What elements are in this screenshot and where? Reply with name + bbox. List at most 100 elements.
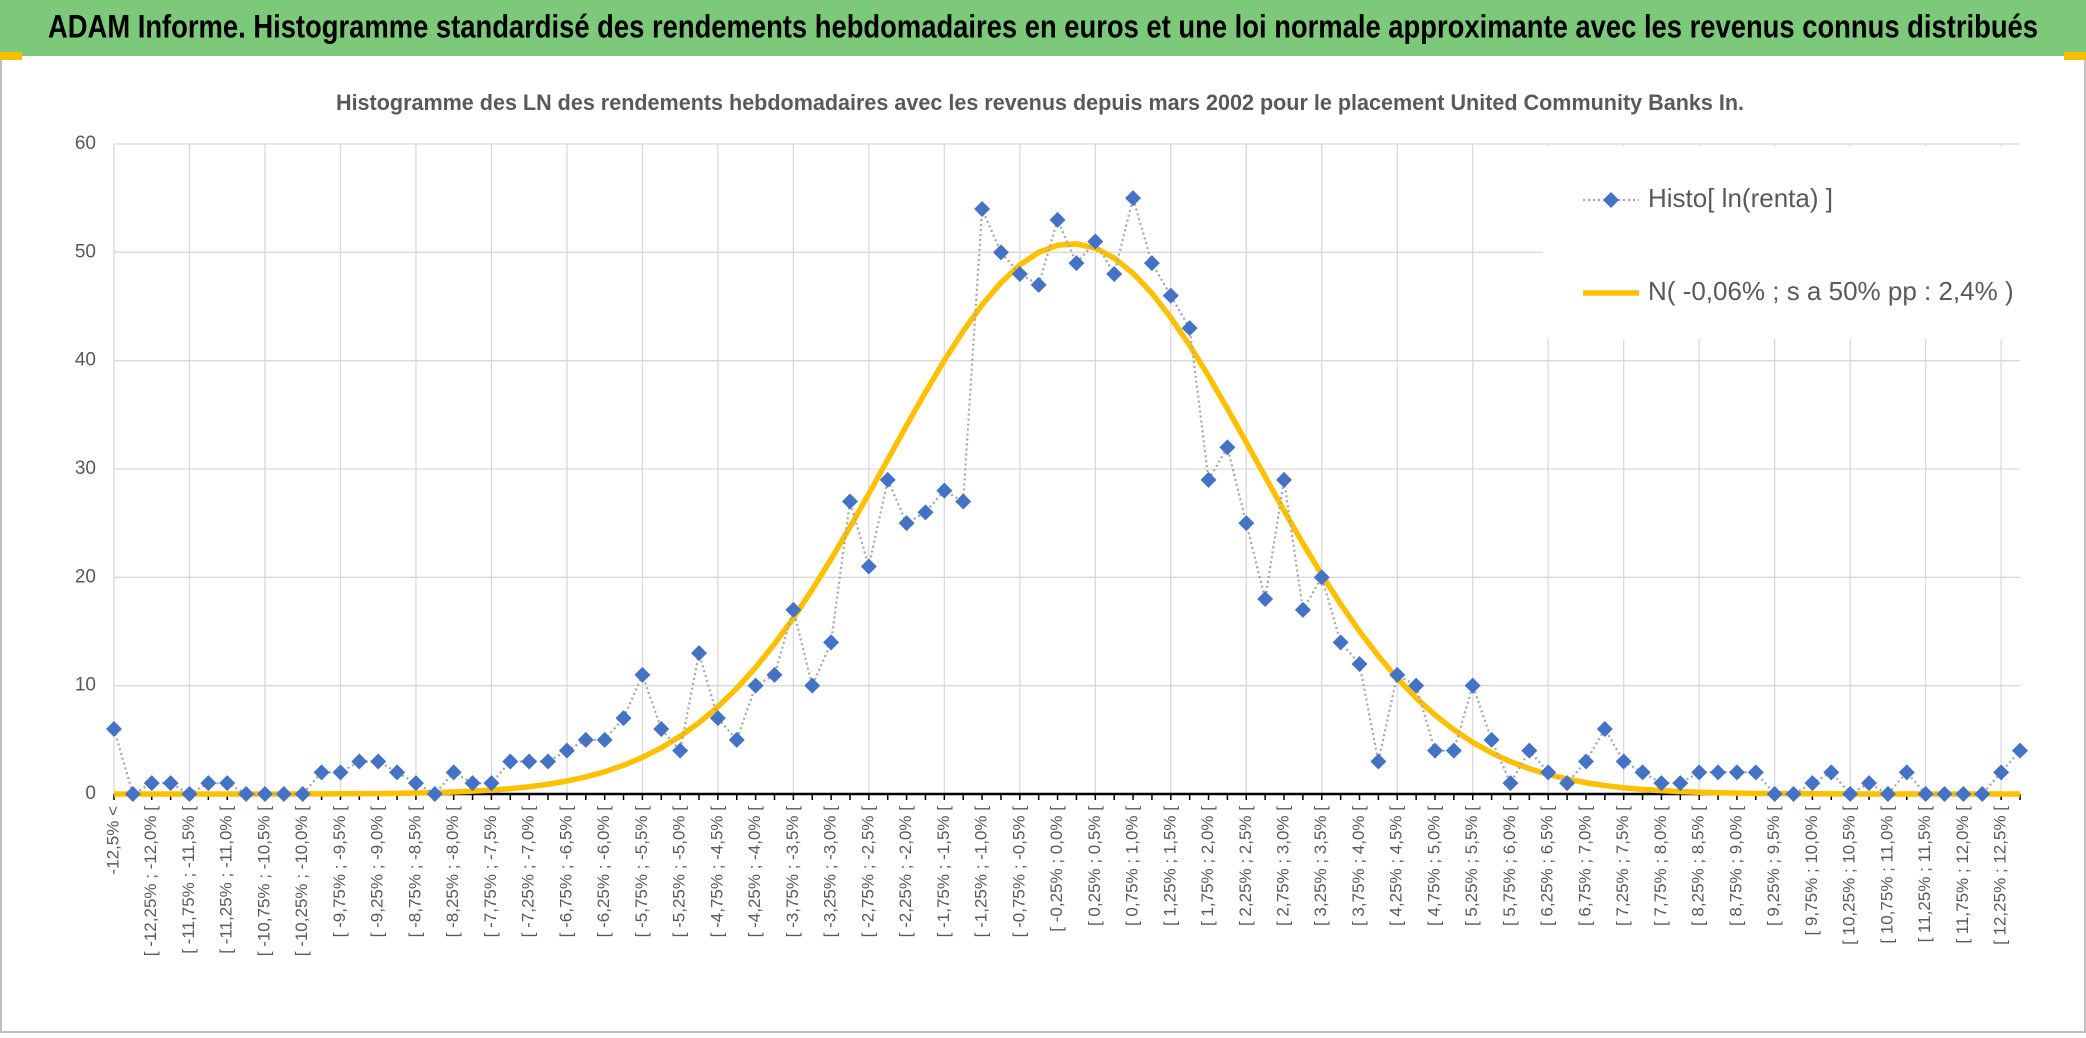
- legend-box: [1543, 146, 2020, 339]
- x-tick-label: [ 1,75% ; 2,0% [: [1198, 806, 1217, 926]
- legend-label: Histo[ ln(renta) ]: [1648, 183, 1833, 213]
- point: [1143, 255, 1160, 272]
- point: [1257, 591, 1274, 607]
- y-tick-label: 20: [75, 566, 96, 587]
- grid: 0 10 20 30 40 50 60 -12,5% < [ -12,25% ; -12,0% …: [75, 133, 2021, 957]
- point: [521, 753, 538, 770]
- point: [596, 731, 613, 748]
- y-tick-label: 0: [85, 783, 96, 804]
- point: [936, 482, 953, 499]
- point: [332, 764, 349, 781]
- corner: [2064, 52, 2086, 60]
- x-tick-label: [ 5,25% ; 5,5% [: [1462, 806, 1481, 926]
- point: [691, 645, 708, 662]
- chart-title: Histogramme des LN des rendements hebdom…: [336, 90, 1744, 115]
- x-tick-label: [ 0,75% ; 1,0% [: [1123, 806, 1142, 926]
- point: [898, 515, 915, 532]
- point: [1804, 775, 1821, 792]
- point: [577, 731, 594, 748]
- point: [823, 634, 840, 651]
- point: [540, 753, 557, 770]
- point: [1049, 211, 1066, 228]
- point: [1861, 775, 1878, 792]
- point: [389, 764, 406, 781]
- point: [841, 493, 858, 510]
- point: [1936, 786, 1953, 802]
- point: [1785, 786, 1802, 802]
- point: [1559, 775, 1576, 792]
- y-tick-label: 30: [75, 458, 96, 479]
- x-tick-label: [ -11,75% ; -11,5% [: [179, 806, 198, 954]
- point: [106, 721, 122, 737]
- x-tick-label: [ -3,75% ; -3,5% [: [783, 806, 802, 938]
- x-tick-label: [ -0,25% ; 0,0% [: [1047, 806, 1066, 932]
- x-tick-label: [ 10,75% ; 11,0% [: [1877, 806, 1896, 944]
- point: [1615, 753, 1632, 770]
- x-tick-label: [ 5,75% ; 6,0% [: [1500, 806, 1519, 926]
- point: [1879, 786, 1896, 802]
- point: [407, 775, 424, 792]
- x-tick-label: [ 12,25% ; 12,5% [: [1991, 806, 2010, 945]
- x-tick-label: [ 6,75% ; 7,0% [: [1575, 806, 1594, 926]
- point: [124, 786, 141, 802]
- x-tick-label: [ -3,25% ; -3,0% [: [821, 806, 840, 938]
- x-tick-label: [ -9,25% ; -9,0% [: [368, 806, 387, 938]
- point: [1672, 775, 1689, 792]
- x-tick-label: [ -8,25% ; -8,0% [: [443, 806, 462, 938]
- point: [219, 775, 236, 792]
- x-tick-label: [ 10,25% ; 10,5% [: [1840, 806, 1859, 945]
- point: [1898, 764, 1915, 781]
- point: [370, 753, 387, 770]
- point: [162, 775, 179, 792]
- point: [1030, 276, 1047, 293]
- point: [804, 677, 821, 694]
- point: [558, 742, 575, 759]
- point: [1577, 753, 1594, 770]
- point: [1653, 775, 1670, 792]
- point: [1200, 471, 1217, 488]
- legend-marker: [1603, 192, 1619, 208]
- x-tick-label: [ 8,75% ; 9,0% [: [1726, 806, 1745, 926]
- point: [256, 786, 273, 802]
- point: [728, 731, 745, 748]
- point: [1389, 666, 1406, 683]
- point: [1426, 742, 1443, 759]
- point: [634, 666, 651, 683]
- point: [785, 601, 802, 618]
- plot: [106, 190, 2028, 802]
- point: [766, 666, 783, 683]
- y-tick-label: 50: [75, 241, 96, 262]
- point: [1728, 764, 1745, 781]
- point: [860, 558, 877, 575]
- point: [1351, 656, 1368, 672]
- point: [1823, 764, 1840, 781]
- x-tick-label: [ -2,25% ; -2,0% [: [896, 806, 915, 938]
- x-tick-label: [ -11,25% ; -11,0% [: [217, 806, 236, 954]
- x-tick-label: [ 4,75% ; 5,0% [: [1424, 806, 1443, 926]
- point: [1011, 266, 1028, 282]
- x-tick-label: [ -6,75% ; -6,5% [: [556, 806, 575, 938]
- point: [1087, 233, 1104, 250]
- point: [1238, 515, 1255, 532]
- y-tick-label: 60: [75, 133, 96, 154]
- point: [1540, 764, 1557, 781]
- point: [200, 775, 217, 792]
- point: [1445, 742, 1462, 759]
- series-line: [112, 193, 2021, 796]
- point: [464, 775, 481, 792]
- point: [143, 775, 160, 792]
- point: [1842, 786, 1859, 802]
- point: [1521, 742, 1538, 759]
- point: [351, 753, 368, 770]
- point: [445, 764, 462, 781]
- x-tick-label: [ -2,75% ; -2,5% [: [858, 806, 877, 938]
- x-tick-label: [ 2,75% ; 3,0% [: [1274, 806, 1293, 926]
- x-tick-label: [ 2,25% ; 2,5% [: [1236, 806, 1255, 926]
- x-tick-label: [ 9,25% ; 9,5% [: [1764, 806, 1783, 926]
- x-tick-label: [ -10,25% ; -10,0% [: [292, 806, 311, 957]
- point: [1464, 677, 1481, 694]
- header-title: ADAM Informe. Histogramme standardisé de…: [48, 8, 2038, 44]
- x-tick-label: [ 11,25% ; 11,5% [: [1915, 806, 1934, 943]
- point: [1955, 786, 1972, 802]
- point: [313, 764, 330, 781]
